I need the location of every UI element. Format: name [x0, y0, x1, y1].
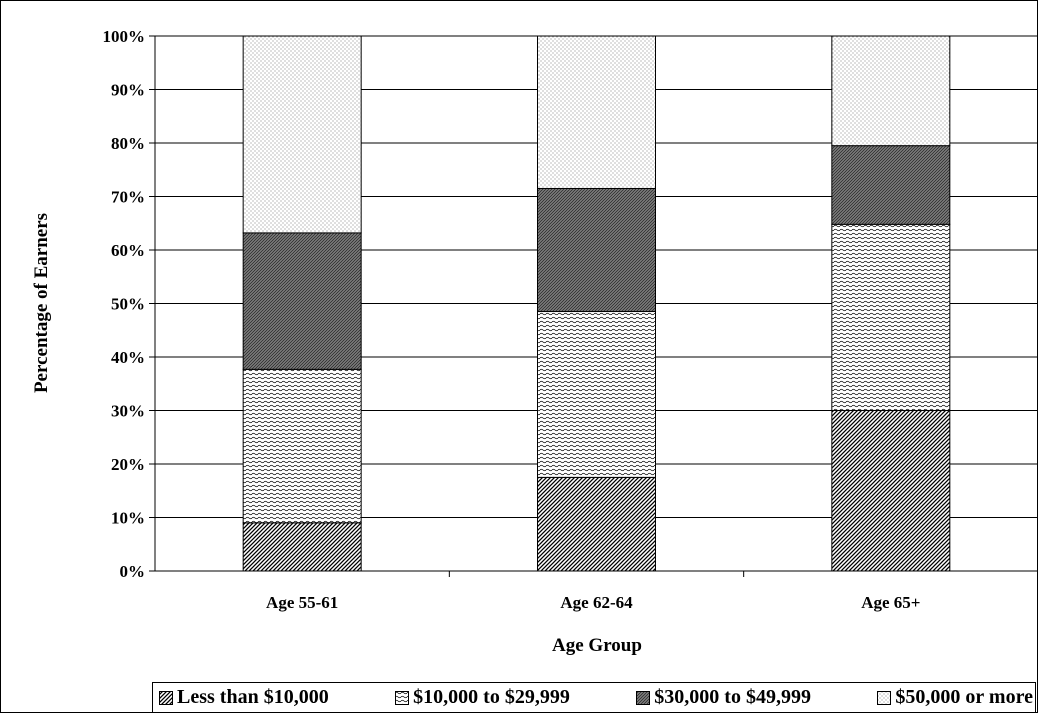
- bar-segment: [242, 232, 362, 370]
- bar-segment: [537, 187, 656, 313]
- y-tick-label: 60%: [111, 241, 145, 260]
- y-tick-label: 70%: [111, 188, 145, 207]
- legend-item: Less than $10,000: [159, 686, 329, 709]
- bar-segment: [831, 35, 951, 147]
- y-tick-label: 30%: [111, 402, 145, 421]
- y-axis-title: Percentage of Earners: [31, 213, 52, 393]
- bar-segment: [537, 35, 656, 189]
- y-tick-label: 100%: [103, 27, 146, 46]
- bar-segment: [242, 368, 362, 524]
- x-tick-label: Age 62-64: [560, 593, 633, 612]
- y-tick-label: 90%: [111, 81, 145, 100]
- legend-label: $50,000 or more: [895, 686, 1033, 708]
- legend-swatch: [877, 690, 892, 705]
- bar-segment: [537, 476, 656, 572]
- x-axis-title: Age Group: [552, 635, 642, 656]
- bar-segment: [242, 35, 362, 234]
- bar-segment: [831, 223, 951, 411]
- legend-item: $50,000 or more: [877, 686, 1033, 709]
- legend-label: $30,000 to $49,999: [654, 686, 811, 708]
- x-tick-label: Age 55-61: [266, 593, 338, 612]
- y-tick-label: 40%: [111, 348, 145, 367]
- bar-segment: [831, 410, 951, 572]
- legend-swatch: [395, 690, 410, 705]
- bar-segment: [537, 311, 656, 478]
- legend: Less than $10,000 $10,000 to $29,999 $30,0…: [152, 682, 1036, 712]
- legend-item: $10,000 to $29,999: [395, 686, 570, 709]
- legend-label: $10,000 to $29,999: [413, 686, 570, 708]
- legend-item: $30,000 to $49,999: [636, 686, 811, 709]
- y-tick-label: 20%: [111, 455, 145, 474]
- bar-segment: [242, 522, 362, 572]
- legend-label: Less than $10,000: [177, 686, 329, 708]
- legend-swatch: [159, 690, 173, 705]
- axes: 0% 10% 20% 30% 40% 50% 60% 70% 80% 90% 100% Age 55-…: [103, 27, 1038, 612]
- y-tick-label: 0%: [120, 562, 146, 581]
- legend-swatch: [636, 690, 651, 705]
- bar-segment: [831, 145, 951, 225]
- y-tick-label: 50%: [111, 295, 145, 314]
- bars: [242, 35, 951, 572]
- y-tick-label: 80%: [111, 134, 145, 153]
- x-tick-label: Age 65+: [861, 593, 920, 612]
- y-tick-label: 10%: [111, 509, 145, 528]
